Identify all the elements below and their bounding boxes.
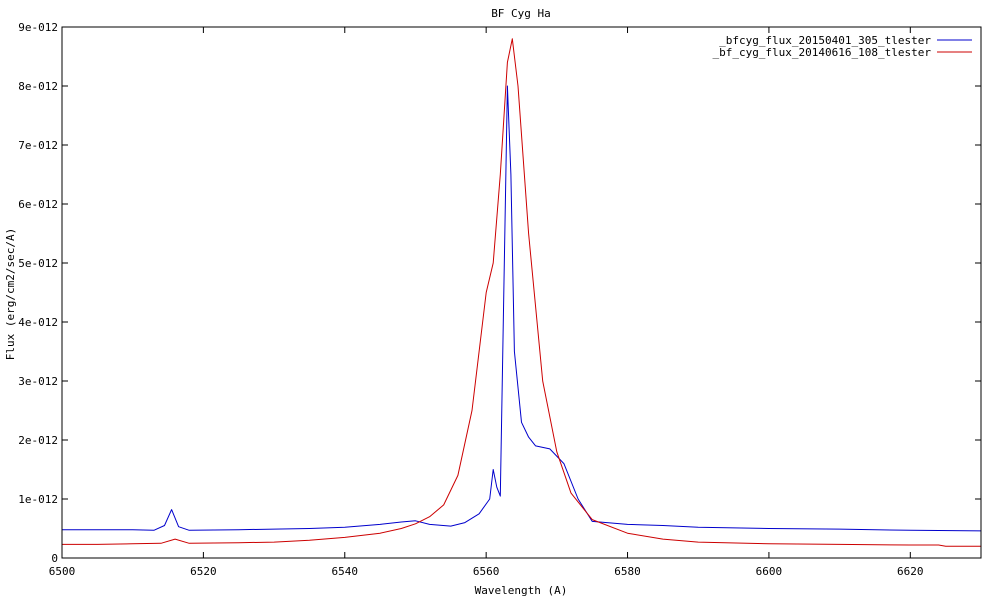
x-tick-label: 6600: [756, 565, 783, 578]
x-tick-label: 6500: [49, 565, 76, 578]
y-tick-label: 7e-012: [18, 139, 58, 152]
y-axis-label: Flux (erg/cm2/sec/A): [4, 228, 17, 360]
plot-frame: [61, 26, 982, 559]
y-tick-label: 6e-012: [18, 198, 58, 211]
axis-layer: 6500 6520 6540 6560 6580 6600 6620 0 1e-012 2e-01…: [18, 21, 981, 578]
series-layer: [62, 38, 982, 547]
series-line-1: [62, 85, 982, 532]
y-tick-label: 8e-012: [18, 80, 58, 93]
legend-label-2: _bf_cyg_flux_20140616_108_tlester: [712, 46, 931, 59]
x-tick-label: 6620: [897, 565, 924, 578]
y-tick-label: 3e-012: [18, 375, 58, 388]
legend-label-1: _bfcyg_flux_20150401_305_tlester: [719, 34, 931, 47]
series-line-2: [62, 38, 981, 547]
chart-title: BF Cyg Ha: [491, 7, 551, 20]
y-tick-label: 4e-012: [18, 316, 58, 329]
y-tick-label: 2e-012: [18, 434, 58, 447]
y-tick-label: 9e-012: [18, 21, 58, 34]
y-tick-label: 5e-012: [18, 257, 58, 270]
x-tick-label: 6580: [614, 565, 641, 578]
legend: _bfcyg_flux_20150401_305_tlester_bf_cyg_…: [712, 34, 972, 59]
x-axis-label: Wavelength (A): [475, 584, 568, 597]
y-tick-label: 0: [51, 552, 58, 565]
y-tick-label: 1e-012: [18, 493, 58, 506]
x-tick-label: 6560: [473, 565, 500, 578]
x-tick-label: 6520: [190, 565, 217, 578]
x-tick-label: 6540: [332, 565, 359, 578]
